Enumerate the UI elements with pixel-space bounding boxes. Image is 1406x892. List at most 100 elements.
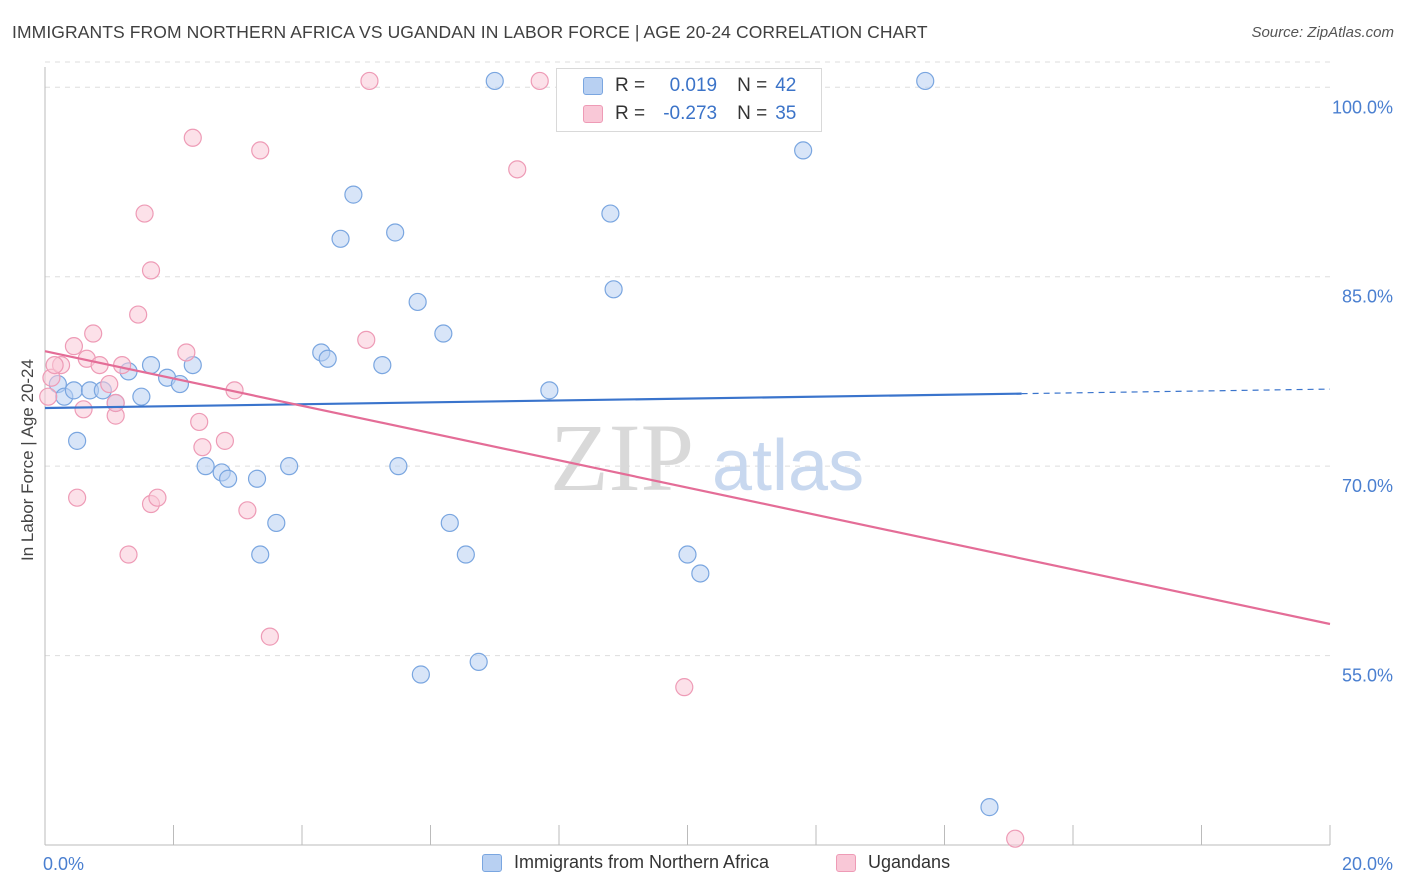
n-value: 42 xyxy=(775,75,797,96)
r-value: -0.273 xyxy=(663,103,718,124)
point-northern-africa xyxy=(469,652,488,671)
y-tick-labels: 55.0% 70.0% 85.0% 100.0% xyxy=(1332,97,1393,685)
point-northern-africa xyxy=(141,355,161,375)
legend-row-northern-africa: R = 0.019 N = 42 xyxy=(557,73,796,99)
x-tick-label: 20.0% xyxy=(1342,854,1393,874)
point-ugandans xyxy=(357,330,376,349)
point-northern-africa xyxy=(916,71,935,91)
point-ugandans xyxy=(215,431,234,450)
point-northern-africa xyxy=(540,381,559,400)
point-northern-africa xyxy=(411,665,430,684)
watermark: ZIP atlas xyxy=(550,404,864,511)
point-ugandans xyxy=(148,488,167,507)
y-tick-label: 100.0% xyxy=(1332,97,1393,117)
point-ugandans xyxy=(112,355,132,375)
source-label: Source: ZipAtlas.com xyxy=(1251,24,1394,41)
series-northern-africa-points xyxy=(48,71,999,817)
trend-line-northern-africa-dashed xyxy=(1021,388,1331,395)
point-ugandans xyxy=(64,337,84,356)
x-tick-labels: 0.0% 20.0% xyxy=(43,854,1393,874)
correlation-legend: R = 0.019 N = 42 R = -0.273 N = 35 xyxy=(556,68,822,132)
point-northern-africa xyxy=(318,349,337,368)
point-northern-africa xyxy=(280,457,299,476)
x-axis xyxy=(44,67,1331,846)
point-northern-africa xyxy=(389,457,408,476)
series-legend: Immigrants from Northern Africa Ugandans xyxy=(0,852,1406,878)
point-northern-africa xyxy=(691,564,710,583)
pink-swatch-icon xyxy=(583,105,603,123)
point-northern-africa xyxy=(64,381,84,400)
point-ugandans xyxy=(39,387,58,406)
legend-item-northern-africa: Immigrants from Northern Africa xyxy=(482,852,769,873)
legend-label-ugandans: Ugandans xyxy=(868,852,951,872)
point-northern-africa xyxy=(678,545,697,564)
point-ugandans xyxy=(251,141,270,160)
r-label: R = xyxy=(615,103,646,124)
point-ugandans xyxy=(141,261,161,280)
point-ugandans xyxy=(177,343,196,362)
point-ugandans xyxy=(135,204,154,223)
point-ugandans xyxy=(129,305,148,324)
point-ugandans xyxy=(119,545,138,564)
point-northern-africa xyxy=(386,223,405,242)
trend-lines xyxy=(44,350,1331,626)
trend-line-ugandans xyxy=(44,350,1331,626)
point-ugandans xyxy=(74,400,93,419)
point-ugandans xyxy=(508,160,527,179)
point-northern-africa xyxy=(251,545,270,564)
trend-line-northern-africa xyxy=(44,392,1022,410)
point-northern-africa xyxy=(604,280,623,299)
series-ugandans-points xyxy=(39,71,1025,848)
point-northern-africa xyxy=(601,204,620,223)
point-northern-africa xyxy=(440,513,459,533)
point-ugandans xyxy=(193,438,212,457)
point-northern-africa xyxy=(331,229,350,248)
point-ugandans xyxy=(1006,829,1025,848)
point-ugandans xyxy=(238,501,257,520)
point-northern-africa xyxy=(485,71,504,91)
n-value: 35 xyxy=(775,103,797,124)
y-tick-label: 85.0% xyxy=(1342,287,1393,307)
point-ugandans xyxy=(106,393,125,413)
point-northern-africa xyxy=(408,292,427,312)
point-ugandans xyxy=(45,355,64,375)
point-ugandans xyxy=(100,374,119,394)
r-value: 0.019 xyxy=(669,75,718,96)
point-ugandans xyxy=(675,678,694,697)
point-northern-africa xyxy=(132,387,151,406)
point-ugandans xyxy=(68,488,87,507)
n-label: N = xyxy=(737,103,768,124)
point-ugandans xyxy=(84,324,103,343)
point-ugandans xyxy=(360,71,379,91)
blue-swatch-icon xyxy=(482,853,502,872)
n-label: N = xyxy=(737,75,768,96)
r-label: R = xyxy=(615,75,646,96)
point-northern-africa xyxy=(196,457,215,476)
y-tick-label: 70.0% xyxy=(1342,476,1393,496)
point-northern-africa xyxy=(68,431,87,450)
point-northern-africa xyxy=(219,469,238,488)
watermark-zip: ZIP xyxy=(550,404,694,511)
point-northern-africa xyxy=(247,469,267,488)
watermark-atlas: atlas xyxy=(712,426,864,506)
point-northern-africa xyxy=(344,185,363,204)
y-tick-label: 55.0% xyxy=(1342,666,1393,686)
blue-swatch-icon xyxy=(583,77,603,95)
legend-label-northern-africa: Immigrants from Northern Africa xyxy=(514,852,770,872)
x-tick-label: 0.0% xyxy=(43,854,84,874)
pink-swatch-icon xyxy=(836,853,856,872)
point-northern-africa xyxy=(434,324,453,343)
chart-title: IMMIGRANTS FROM NORTHERN AFRICA VS UGAND… xyxy=(12,22,928,42)
point-northern-africa xyxy=(267,513,286,533)
grid-lines xyxy=(45,61,1330,657)
point-northern-africa xyxy=(373,355,392,375)
point-northern-africa xyxy=(794,141,813,160)
legend-item-ugandans: Ugandans xyxy=(836,852,950,873)
legend-row-ugandans: R = -0.273 N = 35 xyxy=(557,101,796,127)
point-northern-africa xyxy=(980,798,999,817)
point-northern-africa xyxy=(456,545,475,564)
point-ugandans xyxy=(183,128,202,147)
point-ugandans xyxy=(260,627,279,646)
point-ugandans xyxy=(190,412,209,432)
